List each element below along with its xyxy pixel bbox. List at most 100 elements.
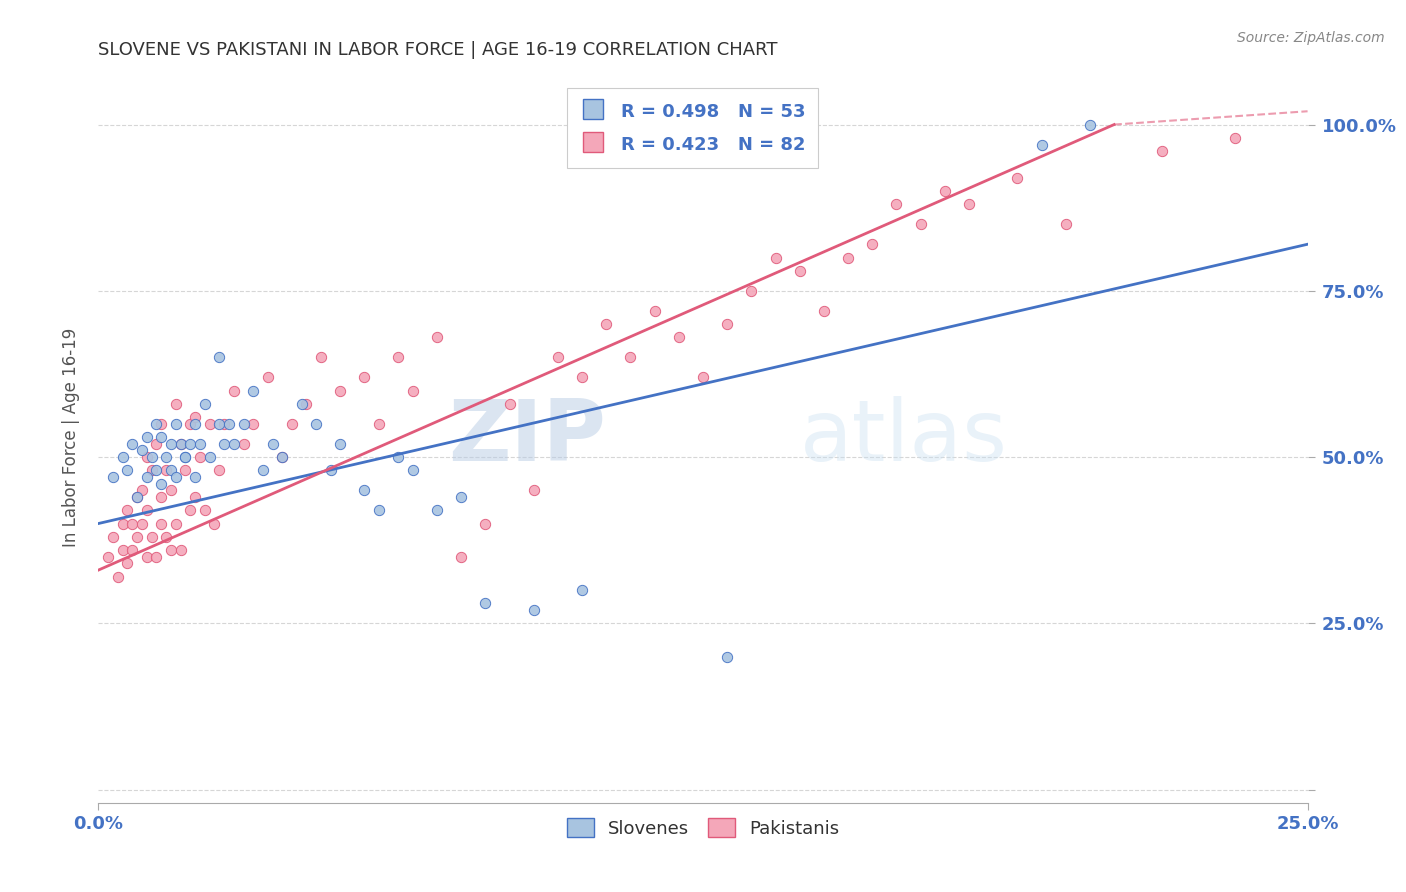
Point (860, 237, 883, 252)
Point (174, 450, 197, 464)
Point (127, 490, 149, 504)
Point (141, 463, 163, 477)
Point (523, 483, 546, 498)
Point (169, 436, 191, 450)
Point (111, 450, 134, 464)
Point (692, 370, 714, 384)
Point (145, 436, 167, 450)
Point (295, 397, 318, 411)
Point (131, 516, 153, 531)
Point (174, 463, 197, 477)
Point (765, 251, 787, 265)
Point (121, 516, 143, 531)
Point (194, 397, 217, 411)
Y-axis label: In Labor Force | Age 16-19: In Labor Force | Age 16-19 (62, 327, 80, 547)
Point (141, 450, 163, 464)
Point (387, 351, 409, 365)
Point (145, 549, 167, 564)
Point (402, 463, 425, 477)
Text: Source: ZipAtlas.com: Source: ZipAtlas.com (1237, 31, 1385, 45)
Point (198, 450, 221, 464)
Point (1152, 144, 1174, 158)
Point (387, 450, 409, 464)
Point (188, 450, 211, 464)
Point (252, 463, 274, 477)
Point (169, 436, 191, 450)
Point (127, 490, 149, 504)
Point (740, 284, 762, 298)
Point (1007, 170, 1029, 185)
Point (135, 470, 157, 484)
Point (319, 463, 342, 477)
Point (150, 476, 173, 491)
Point (242, 417, 264, 431)
Point (117, 557, 139, 571)
Point (242, 384, 264, 398)
Point (145, 463, 167, 477)
Point (160, 436, 183, 450)
Point (402, 384, 425, 398)
Point (184, 417, 207, 431)
Point (571, 582, 593, 597)
Point (212, 417, 235, 431)
Point (121, 543, 143, 558)
Point (208, 463, 231, 477)
Point (165, 417, 187, 431)
Point (309, 351, 332, 365)
Point (135, 430, 157, 444)
Point (141, 530, 163, 544)
Point (450, 549, 472, 564)
Point (198, 417, 221, 431)
Point (290, 397, 312, 411)
Point (111, 543, 134, 558)
Point (1054, 217, 1077, 231)
Point (107, 570, 129, 584)
Point (837, 251, 859, 265)
Point (353, 370, 375, 384)
Point (716, 649, 738, 664)
Point (131, 483, 153, 498)
Point (117, 463, 139, 477)
Point (135, 450, 157, 464)
Point (813, 303, 835, 318)
Text: atlas: atlas (800, 395, 1008, 479)
Point (232, 417, 254, 431)
Point (121, 436, 143, 450)
Point (305, 417, 328, 431)
Point (150, 417, 173, 431)
Point (165, 470, 187, 484)
Point (368, 417, 391, 431)
Point (179, 436, 201, 450)
Point (474, 596, 496, 610)
Point (179, 503, 201, 517)
Point (329, 436, 352, 450)
Point (910, 217, 932, 231)
Point (155, 463, 177, 477)
Point (208, 417, 231, 431)
Point (184, 470, 207, 484)
Point (160, 463, 183, 477)
Point (169, 543, 191, 558)
Point (619, 351, 641, 365)
Point (716, 317, 738, 331)
Point (523, 603, 546, 617)
Point (165, 516, 187, 531)
Point (1078, 118, 1101, 132)
Point (222, 436, 245, 450)
Point (160, 483, 183, 498)
Point (329, 384, 352, 398)
Point (474, 516, 496, 531)
Point (271, 450, 294, 464)
Point (150, 516, 173, 531)
Point (426, 503, 449, 517)
Point (127, 530, 149, 544)
Point (117, 503, 139, 517)
Point (204, 516, 226, 531)
Point (111, 516, 134, 531)
Point (426, 330, 449, 344)
Point (184, 490, 207, 504)
Point (135, 503, 157, 517)
Point (188, 436, 211, 450)
Point (644, 303, 666, 318)
Point (101, 530, 124, 544)
